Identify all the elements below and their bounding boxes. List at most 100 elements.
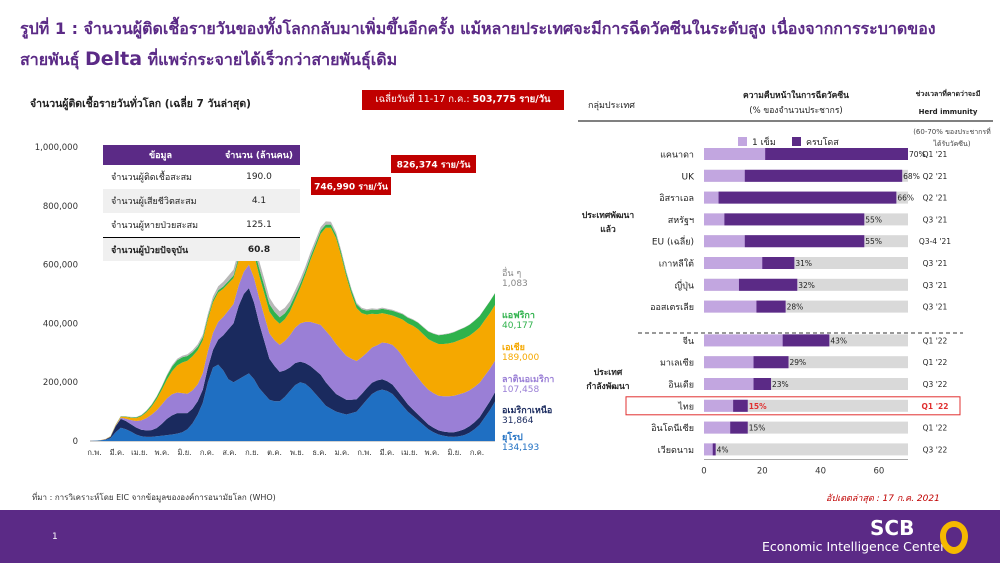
y-tick-label: 600,000 — [43, 261, 78, 271]
bar-value-label: 29% — [790, 358, 807, 367]
title-line-2: สายพันธุ์ Delta ที่แพร่กระจายได้เร็วกว่า… — [20, 44, 980, 75]
peak-annotation-box — [391, 155, 476, 173]
row-label: จำนวนผู้หายป่วยสะสม — [111, 221, 199, 231]
area-series-1 — [90, 288, 495, 441]
weekly-average-box: เฉลี่ยวันที่ 11-17 ก.ค.: 503,775 ราย/วัน — [362, 90, 564, 110]
bar-x-tick-label: 0 — [701, 466, 706, 476]
herd-header-2: Herd immunity — [919, 108, 978, 116]
y-tick-label: 800,000 — [43, 202, 78, 212]
updated-note: อัปเดตล่าสุด : 17 ก.ค. 2021 — [826, 494, 940, 504]
peak-annotation-box — [311, 177, 391, 195]
series-latest-value: 1,083 — [502, 279, 528, 289]
series-latest-value: 31,864 — [502, 416, 534, 426]
footer: 1 SCB Economic Intelligence Center — [0, 510, 1000, 563]
series-name-label: แอฟริกา — [502, 310, 535, 321]
area-series-0 — [90, 364, 495, 441]
highlight-box — [625, 396, 961, 416]
bar-value-label: 28% — [787, 303, 804, 312]
summary-table: ข้อมูล จำนวน (ล้านคน) จำนวนผู้ติดเชื้อสะ… — [103, 145, 300, 261]
bar-full-dose — [733, 399, 748, 412]
avg-box-prefix: เฉลี่ยวันที่ 11-17 ก.ค.: — [375, 94, 470, 105]
group-label-developed-2: แล้ว — [600, 224, 616, 235]
bar-value-label: 32% — [798, 281, 815, 290]
series-name-label: ยุโรป — [502, 431, 523, 443]
y-tick-label: 400,000 — [43, 319, 78, 329]
bar-value-label: 66% — [897, 194, 914, 203]
row-value: 4.1 — [251, 196, 267, 206]
group-label-developing-2: กำลังพัฒนา — [586, 381, 629, 392]
herd-timing-label: Q3-4 '21 — [919, 237, 951, 246]
bar-full-dose — [712, 443, 716, 456]
herd-note-2: ได้รับวัคซีน) — [932, 139, 970, 148]
bar-value-label: 15% — [749, 402, 767, 411]
source-note: ที่มา : การวิเคราะห์โดย EIC จากข้อมูลของ… — [32, 493, 276, 502]
category-header: กลุ่มประเทศ — [588, 101, 635, 111]
herd-note-1: (60-70% ของประชากรที่ — [913, 127, 991, 136]
page-number: 1 — [52, 532, 58, 542]
bar-value-label: 15% — [749, 424, 766, 433]
herd-timing-label: Q2 '21 — [923, 172, 948, 181]
bar-full-dose — [724, 213, 865, 226]
x-tick-label: มิ.ย. — [177, 448, 191, 457]
x-tick-label: ม.ค. — [335, 448, 350, 457]
title-line-1: รูปที่ 1 : จำนวนผู้ติดเชื้อรายวันของทั้ง… — [20, 19, 936, 38]
bar-full-dose — [730, 421, 748, 434]
herd-timing-label: Q1 '22 — [923, 424, 948, 433]
bar-category-label: ออสเตรเลีย — [650, 302, 694, 313]
title-delta: Delta — [84, 48, 143, 70]
area-series-2 — [90, 264, 495, 441]
bar-category-label: มาเลเซีย — [660, 358, 694, 369]
bar-value-label: 70% — [909, 150, 926, 159]
x-tick-label: มี.ค. — [380, 448, 395, 457]
peak-annotation-text: 826,374 ราย/วัน — [397, 160, 472, 171]
x-tick-label: ก.ย. — [245, 448, 259, 457]
brand-name: SCB — [870, 516, 915, 540]
bar-value-label: 43% — [830, 336, 847, 345]
bar-full-dose — [753, 378, 772, 390]
herd-timing-label: Q3 '22 — [923, 445, 948, 454]
bar-full-dose — [718, 191, 897, 204]
peak-annotation-text: 746,990 ราย/วัน — [314, 182, 389, 193]
row-value: 125.1 — [246, 220, 272, 230]
bar-category-label: EU (เฉลี่ย) — [652, 235, 694, 248]
series-latest-value: 40,177 — [502, 321, 534, 331]
bar-full-dose — [765, 148, 908, 160]
vaccination-bar-chart: กลุ่มประเทศ ความคืบหน้าในการฉีดวัคซีน (% ข… — [578, 88, 993, 476]
bar-one-dose — [704, 443, 716, 456]
bar-category-label: ญี่ปุ่น — [674, 278, 694, 291]
herd-timing-label: Q3 '22 — [923, 380, 948, 389]
series-name-label: เอเชีย — [502, 342, 525, 353]
brand-subtitle: Economic Intelligence Center — [762, 539, 946, 554]
legend-swatch-one-dose — [738, 137, 747, 146]
herd-timing-label: Q1 '22 — [923, 336, 948, 345]
row-label: จำนวนผู้ติดเชื้อสะสม — [111, 173, 192, 183]
herd-timing-label: Q3 '21 — [923, 281, 948, 290]
row-label: จำนวนผู้เสียชีวิตสะสม — [111, 197, 197, 207]
bar-full-dose — [738, 278, 798, 291]
series-name-label: อเมริกาเหนือ — [502, 404, 552, 416]
bar-full-dose — [762, 257, 795, 269]
group-label-developed-1: ประเทศพัฒนา — [582, 210, 635, 221]
series-latest-value: 189,000 — [502, 353, 539, 363]
herd-timing-label: Q1 '21 — [923, 150, 948, 159]
series-name-label: ลาตินอเมริกา — [502, 374, 554, 385]
x-tick-label: ก.พ. — [357, 448, 371, 457]
bar-x-tick-label: 40 — [815, 466, 826, 476]
bar-full-dose — [744, 235, 865, 248]
x-tick-label: เม.ย. — [131, 448, 148, 457]
bar-full-dose — [782, 334, 830, 347]
legend-swatch-full — [792, 137, 801, 146]
title-line-2-a: สายพันธุ์ — [20, 50, 85, 69]
bar-category-label: เกาหลีใต้ — [659, 259, 694, 270]
avg-box-value: 503,775 ราย/วัน — [472, 94, 551, 105]
bar-category-label: ไทย — [677, 401, 694, 412]
row-value: 60.8 — [247, 244, 271, 255]
daily-cases-area-chart: 0 200,000 400,000 600,000 800,000 1,000,000 ก.… — [35, 143, 555, 457]
herd-timing-label: Q2 '21 — [923, 194, 948, 203]
header-amount: จำนวน (ล้านคน) — [225, 151, 293, 161]
herd-timing-label: Q3 '21 — [923, 259, 948, 268]
bar-chart-title: ความคืบหน้าในการฉีดวัคซีน — [743, 90, 849, 101]
herd-timing-label: Q3 '21 — [923, 303, 948, 312]
bar-category-label: แคนาดา — [660, 151, 694, 161]
y-tick-label: 200,000 — [43, 378, 78, 388]
